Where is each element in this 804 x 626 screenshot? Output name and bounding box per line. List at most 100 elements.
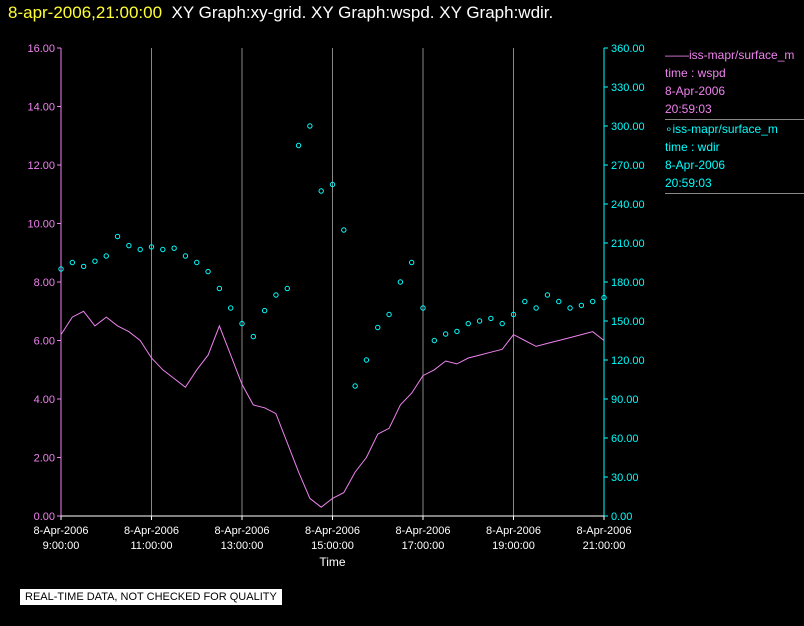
wdir-data-point xyxy=(182,253,189,259)
wdir-data-point xyxy=(273,292,279,298)
wdir-data-point xyxy=(160,246,166,253)
legend-series-name: ——iss-mapr/surface_m xyxy=(665,48,795,62)
x-tick-time-label: 15:00:00 xyxy=(311,540,354,552)
x-tick-date-label: 8-Apr-2006 xyxy=(305,525,360,537)
title-bar: 8-apr-2006,21:00:00 XY Graph:xy-grid. XY… xyxy=(8,3,553,23)
wdir-data-point xyxy=(318,188,324,194)
wdir-data-point xyxy=(567,305,573,311)
x-tick-time-label: 19:00:00 xyxy=(492,540,535,552)
wdir-data-point xyxy=(363,357,370,363)
wdir-data-point xyxy=(171,245,177,251)
x-tick-date-label: 8-Apr-2006 xyxy=(33,525,88,537)
y-left-tick-label: 12.00 xyxy=(27,160,55,172)
wdir-data-point xyxy=(239,320,245,327)
x-tick-date-label: 8-Apr-2006 xyxy=(395,525,450,537)
wdir-data-point xyxy=(295,142,302,149)
wdir-data-point xyxy=(601,294,607,301)
wdir-data-point xyxy=(386,311,392,318)
y-right-tick-label: 30.00 xyxy=(611,472,639,484)
wdir-data-point xyxy=(522,298,528,305)
wdir-data-point xyxy=(408,259,415,266)
y-left-tick-label: 8.00 xyxy=(34,277,55,289)
wdir-data-point xyxy=(465,320,471,327)
wdir-data-point xyxy=(69,259,76,266)
legend-series-label: time : wspd xyxy=(665,66,726,80)
y-left-tick-label: 14.00 xyxy=(27,102,55,114)
wdir-data-point xyxy=(556,298,562,305)
wdir-data-point xyxy=(442,331,449,337)
x-tick-date-label: 8-Apr-2006 xyxy=(576,525,631,537)
legend-divider xyxy=(665,119,804,120)
wdir-data-point xyxy=(329,181,336,188)
y-right-tick-label: 180.00 xyxy=(611,277,645,289)
legend-date: 8-Apr-2006 xyxy=(665,84,726,98)
wdir-data-point xyxy=(58,266,64,272)
wdir-data-point xyxy=(137,246,143,253)
wdir-data-point xyxy=(216,285,223,292)
x-tick-time-label: 17:00:00 xyxy=(402,540,445,552)
y-right-tick-label: 240.00 xyxy=(611,199,645,211)
quality-notice: REAL-TIME DATA, NOT CHECKED FOR QUALITY xyxy=(20,589,282,605)
legend-divider xyxy=(665,193,804,194)
wspd-series-line xyxy=(60,310,605,508)
wdir-data-point xyxy=(431,337,438,344)
y-right-tick-label: 210.00 xyxy=(611,238,645,250)
wdir-data-point xyxy=(533,305,539,311)
wdir-data-point xyxy=(103,253,109,259)
x-tick-date-label: 8-Apr-2006 xyxy=(124,525,179,537)
y-right-tick-label: 90.00 xyxy=(611,394,639,406)
wdir-data-point xyxy=(397,279,404,285)
y-left-tick-label: 10.00 xyxy=(27,219,55,231)
wdir-data-point xyxy=(284,285,290,292)
wdir-data-point xyxy=(578,302,585,309)
legend-series-name: ∘iss-mapr/surface_m xyxy=(665,122,778,136)
y-right-tick-label: 0.00 xyxy=(611,511,632,523)
x-axis-title: Time xyxy=(319,555,346,569)
x-tick-time-label: 21:00:00 xyxy=(583,540,626,552)
y-right-tick-label: 360.00 xyxy=(611,43,645,55)
x-tick-time-label: 13:00:00 xyxy=(221,540,264,552)
wdir-data-point xyxy=(375,324,381,331)
y-left-tick-label: 2.00 xyxy=(34,453,55,465)
wdir-data-point xyxy=(126,242,132,249)
y-right-tick-label: 60.00 xyxy=(611,433,639,445)
wdir-data-point xyxy=(261,307,268,314)
wdir-data-point xyxy=(307,123,313,129)
x-tick-time-label: 11:00:00 xyxy=(130,540,172,552)
wdir-data-point xyxy=(341,227,347,233)
wdir-data-point xyxy=(205,268,211,275)
x-tick-date-label: 8-Apr-2006 xyxy=(214,525,269,537)
y-left-tick-label: 16.00 xyxy=(27,43,55,55)
x-tick-date-label: 8-Apr-2006 xyxy=(486,525,541,537)
wdir-data-point xyxy=(227,305,234,311)
wdir-data-point xyxy=(499,320,505,327)
timestamp-label: 8-apr-2006,21:00:00 xyxy=(8,3,163,22)
wdir-data-point xyxy=(454,328,460,335)
wdir-data-point xyxy=(510,311,517,318)
wdir-data-point xyxy=(92,258,98,264)
wdir-data-point xyxy=(250,333,257,340)
y-left-tick-label: 4.00 xyxy=(34,394,55,406)
wdir-data-point xyxy=(148,244,155,250)
wdir-data-point xyxy=(544,292,551,298)
wdir-data-point xyxy=(80,263,87,270)
graph-list-label: XY Graph:xy-grid. XY Graph:wspd. XY Grap… xyxy=(171,3,554,22)
y-right-tick-label: 270.00 xyxy=(611,160,645,172)
wdir-data-point xyxy=(352,383,358,389)
wdir-data-point xyxy=(114,233,121,240)
y-right-tick-label: 300.00 xyxy=(611,121,645,133)
y-left-tick-label: 0.00 xyxy=(34,511,55,523)
legend-date: 8-Apr-2006 xyxy=(665,158,726,172)
legend-series-label: time : wdir xyxy=(665,140,720,154)
y-left-tick-label: 6.00 xyxy=(34,336,55,348)
wdir-data-point xyxy=(476,318,483,324)
wdir-data-point xyxy=(194,259,200,266)
y-right-tick-label: 150.00 xyxy=(611,316,645,328)
wdir-data-point xyxy=(420,305,426,311)
y-right-tick-label: 330.00 xyxy=(611,82,645,94)
wdir-data-point xyxy=(589,298,596,305)
